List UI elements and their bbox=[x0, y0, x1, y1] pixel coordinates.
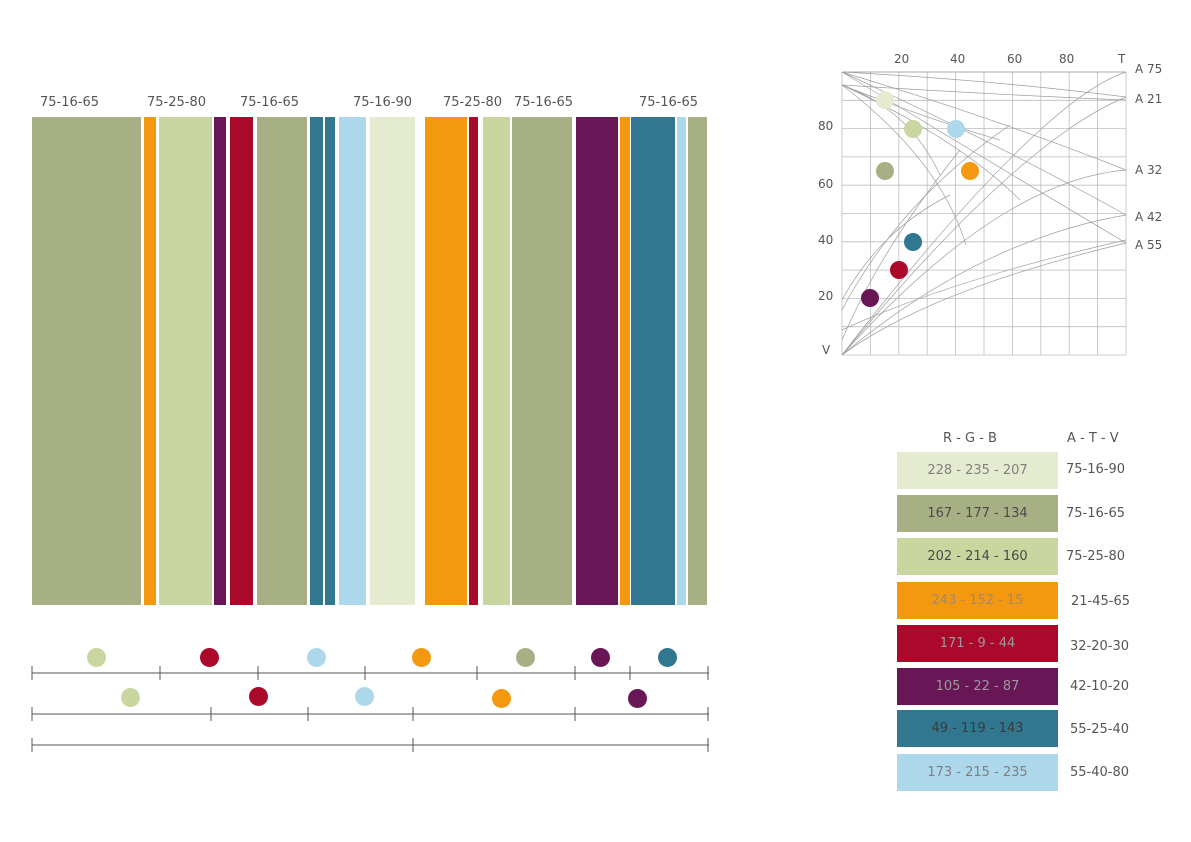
legend-atv-6: 42-10-20 bbox=[1070, 679, 1130, 694]
rgb-header: R - G - B bbox=[943, 431, 997, 446]
stripe-label-7: 75-16-65 bbox=[639, 95, 699, 110]
stripe-label-4: 75-16-90 bbox=[353, 95, 413, 110]
x-axis-t-label: T bbox=[1118, 52, 1126, 66]
rhythm-dot bbox=[248, 686, 268, 706]
legend-atv-4: 21-45-65 bbox=[1071, 594, 1131, 609]
stripe-label-5: 75-25-80 bbox=[443, 95, 503, 110]
stripe-bar bbox=[144, 117, 156, 605]
rhythm-dot bbox=[491, 688, 511, 708]
chart-point bbox=[861, 289, 880, 308]
y-axis-v-label: V bbox=[822, 343, 831, 357]
x-tick-40: 40 bbox=[950, 52, 966, 66]
stripe-bar bbox=[325, 117, 335, 605]
rhythm-dot bbox=[306, 647, 326, 667]
stripe-bar bbox=[257, 117, 307, 605]
chart-point bbox=[875, 162, 894, 181]
chart-point bbox=[904, 119, 922, 138]
legend-atv-7: 55-25-40 bbox=[1070, 722, 1130, 737]
legend-swatch-5: 171 - 9 - 44 bbox=[897, 625, 1058, 662]
stripe-bar bbox=[677, 117, 686, 605]
rhythm-dot bbox=[590, 647, 610, 667]
rhythm-dot bbox=[120, 687, 140, 707]
legend-swatch-3: 202 - 214 - 160 bbox=[897, 538, 1058, 575]
y-tick-20: 20 bbox=[818, 289, 834, 303]
stripe-bar bbox=[230, 117, 253, 605]
rhythm-dot bbox=[86, 647, 106, 667]
a-label-32: A 32 bbox=[1135, 163, 1163, 177]
chart-point bbox=[889, 261, 908, 280]
x-tick-80: 80 bbox=[1059, 52, 1075, 66]
a-label-75: A 75 bbox=[1135, 62, 1163, 76]
stripe-bar bbox=[469, 117, 478, 605]
chart-point bbox=[960, 162, 979, 181]
legend-swatch-1: 228 - 235 - 207 bbox=[897, 452, 1058, 489]
chart-point bbox=[946, 119, 965, 138]
legend-swatch-4: 243 - 152 - 15 bbox=[897, 582, 1058, 619]
y-tick-60: 60 bbox=[818, 177, 834, 191]
stripe-bar bbox=[631, 117, 675, 605]
stripe-bar bbox=[425, 117, 467, 605]
legend-swatch-7: 49 - 119 - 143 bbox=[897, 710, 1058, 747]
chart-point bbox=[875, 91, 894, 110]
stripe-bar bbox=[214, 117, 226, 605]
y-tick-40: 40 bbox=[818, 233, 834, 247]
legend-atv-8: 55-40-80 bbox=[1070, 765, 1130, 780]
legend-swatch-2: 167 - 177 - 134 bbox=[897, 495, 1058, 532]
x-tick-60: 60 bbox=[1007, 52, 1023, 66]
a-label-42: A 42 bbox=[1135, 210, 1163, 224]
stripe-bar bbox=[339, 117, 366, 605]
rhythm-dot bbox=[627, 688, 647, 708]
rhythm-dot bbox=[199, 647, 219, 667]
atv-header: A - T - V bbox=[1067, 431, 1119, 446]
legend-atv-2: 75-16-65 bbox=[1066, 506, 1126, 521]
legend-atv-3: 75-25-80 bbox=[1066, 549, 1126, 564]
stripe-label-1: 75-16-65 bbox=[40, 95, 100, 110]
rhythm-dot bbox=[354, 686, 374, 706]
stripe-bar bbox=[32, 117, 141, 605]
rhythm-dot bbox=[657, 647, 677, 667]
y-tick-80: 80 bbox=[818, 119, 834, 133]
a-label-55: A 55 bbox=[1135, 238, 1163, 252]
stripe-bar bbox=[688, 117, 707, 605]
stripe-bar bbox=[576, 117, 618, 605]
stripe-bar bbox=[370, 117, 415, 605]
legend-atv-5: 32-20-30 bbox=[1070, 639, 1130, 654]
stripe-label-3: 75-16-65 bbox=[240, 95, 300, 110]
legend-atv-1: 75-16-90 bbox=[1066, 462, 1126, 477]
stripe-bar bbox=[483, 117, 510, 605]
stripe-bar bbox=[310, 117, 323, 605]
rhythm-dot bbox=[411, 647, 431, 667]
stripe-bar bbox=[159, 117, 212, 605]
stripe-label-2: 75-25-80 bbox=[147, 95, 207, 110]
chart-point bbox=[904, 232, 922, 251]
legend-swatch-8: 173 - 215 - 235 bbox=[897, 754, 1058, 791]
stripe-label-6: 75-16-65 bbox=[514, 95, 574, 110]
stripe-bar bbox=[620, 117, 630, 605]
legend-swatch-6: 105 - 22 - 87 bbox=[897, 668, 1058, 705]
x-tick-20: 20 bbox=[894, 52, 910, 66]
stripe-bar bbox=[512, 117, 572, 605]
a-label-21: A 21 bbox=[1135, 92, 1163, 106]
rhythm-dot bbox=[515, 647, 535, 667]
